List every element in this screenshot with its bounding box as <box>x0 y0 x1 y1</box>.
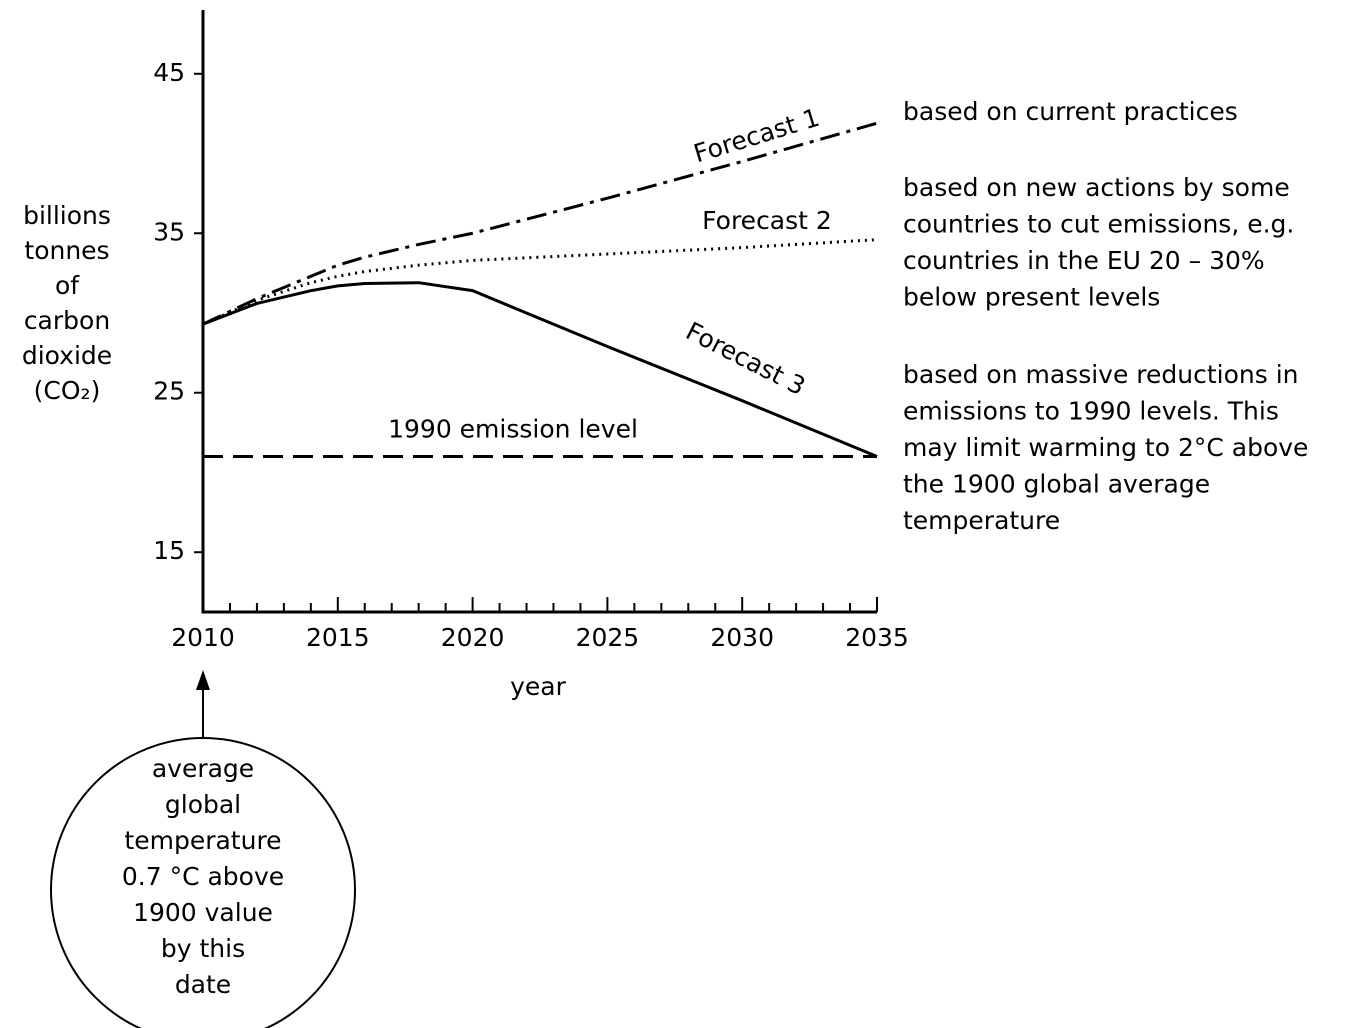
y-axis-label: (CO₂) <box>34 376 101 405</box>
y-axis-label: carbon <box>24 306 110 335</box>
series-label: Forecast 2 <box>702 206 832 235</box>
reference-label: 1990 emission level <box>388 415 638 444</box>
y-axis-label: dioxide <box>22 341 112 370</box>
series-description: below present levels <box>903 283 1160 312</box>
x-tick-label: 2030 <box>710 623 774 652</box>
y-tick-label: 15 <box>153 536 185 565</box>
series-label: Forecast 3 <box>681 316 810 401</box>
y-tick-label: 45 <box>153 58 185 87</box>
annotation-text: 1900 value <box>133 898 273 927</box>
y-axis-label: billions <box>23 201 111 230</box>
series-description: based on massive reductions in <box>903 360 1299 389</box>
series-description: may limit warming to 2°C above <box>903 433 1308 462</box>
series-description: the 1900 global average <box>903 470 1210 499</box>
x-tick-label: 2020 <box>441 623 505 652</box>
series-description: countries in the EU 20 – 30% <box>903 246 1265 275</box>
x-axis-label: year <box>510 672 566 701</box>
series-description: temperature <box>903 506 1060 535</box>
annotation-text: 0.7 °C above <box>122 862 284 891</box>
series-description: based on new actions by some <box>903 173 1290 202</box>
y-tick-label: 35 <box>153 217 185 246</box>
annotation-text: global <box>165 790 241 819</box>
series-line <box>202 121 878 326</box>
series-description: emissions to 1990 levels. This <box>903 397 1279 426</box>
annotation-text: date <box>175 970 231 999</box>
series-line <box>202 281 878 458</box>
y-axis-label: of <box>55 271 80 300</box>
x-tick-label: 2010 <box>171 623 235 652</box>
y-axis-label: tonnes <box>24 236 109 265</box>
annotation-text: by this <box>161 934 245 963</box>
y-tick-label: 25 <box>153 377 185 406</box>
x-tick-label: 2015 <box>306 623 370 652</box>
annotation-text: average <box>152 754 254 783</box>
x-tick-label: 2025 <box>576 623 640 652</box>
x-tick-label: 2035 <box>845 623 909 652</box>
series-description: countries to cut emissions, e.g. <box>903 210 1294 239</box>
series-line <box>202 238 878 326</box>
series-description: based on current practices <box>903 97 1238 126</box>
annotation-text: temperature <box>124 826 281 855</box>
arrow-head <box>196 670 210 690</box>
